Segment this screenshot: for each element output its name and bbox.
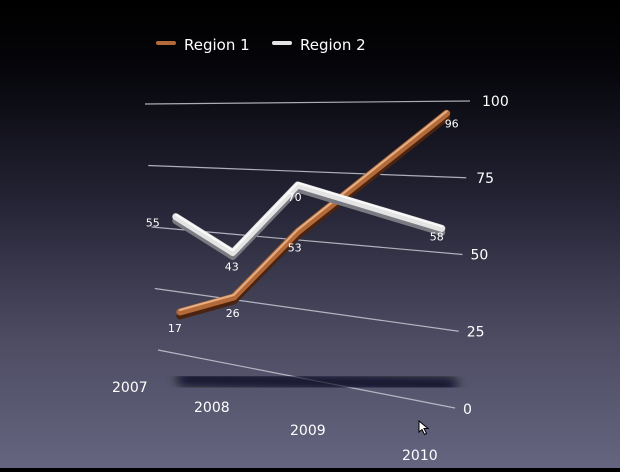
- y-tick-label: 75: [476, 171, 494, 187]
- data-label: 55: [146, 217, 160, 230]
- series-lines: [172, 109, 451, 320]
- x-category-label: 2010: [402, 448, 438, 464]
- data-label: 43: [225, 261, 239, 274]
- legend-label: Region 1: [184, 36, 250, 54]
- line-shadows: [175, 373, 459, 391]
- y-tick-label: 0: [463, 402, 472, 418]
- y-axis-ticks: 0 25 50 75 100: [463, 94, 509, 418]
- gridline-100: [144, 100, 471, 105]
- data-label: 58: [430, 230, 444, 243]
- gridline-25: [154, 287, 459, 332]
- y-tick-label: 50: [471, 248, 489, 264]
- series-line-1: [176, 109, 451, 320]
- legend-item: Region 1: [156, 36, 250, 54]
- x-category-label: 2008: [194, 400, 230, 416]
- legend: Region 1 Region 2: [156, 36, 366, 54]
- legend-swatch: [272, 41, 292, 45]
- mouse-cursor-icon: [418, 420, 430, 436]
- data-label: 70: [288, 191, 302, 204]
- series-line-2: [172, 181, 446, 260]
- series-body: [172, 181, 446, 256]
- gridlines: [144, 100, 471, 409]
- series-highlight: [174, 182, 443, 252]
- legend-swatch: [156, 41, 176, 45]
- data-labels: 17 26 53 96 55 43 70 58: [146, 117, 459, 335]
- series-highlight: [178, 110, 448, 311]
- x-category-label: 2007: [112, 380, 148, 396]
- data-label: 26: [226, 307, 240, 320]
- legend-label: Region 2: [300, 36, 366, 54]
- y-tick-label: 100: [482, 94, 509, 110]
- data-label: 17: [168, 322, 182, 335]
- x-axis-categories: 2007 2008 2009 2010: [112, 380, 438, 464]
- series-shadow: [175, 373, 454, 391]
- data-label: 53: [288, 242, 302, 255]
- series-body: [176, 109, 451, 316]
- x-category-label: 2009: [290, 423, 326, 439]
- y-tick-label: 25: [467, 324, 485, 340]
- data-label: 96: [445, 117, 459, 130]
- legend-item: Region 2: [272, 36, 366, 54]
- gridline-75: [148, 164, 467, 179]
